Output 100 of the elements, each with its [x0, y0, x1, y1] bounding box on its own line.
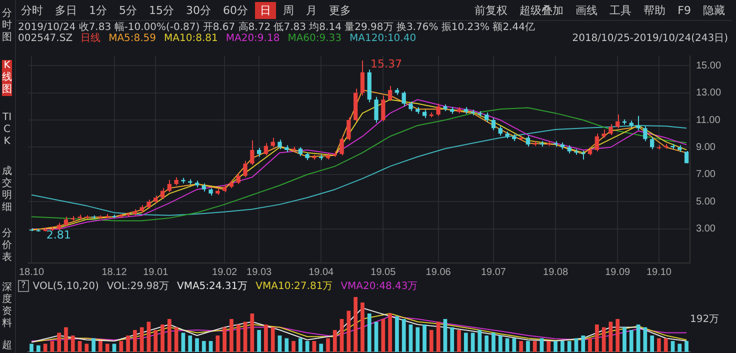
bar — [36, 345, 40, 352]
bar — [257, 330, 261, 352]
text: 成交明细 — [2, 166, 12, 214]
bar — [278, 336, 282, 352]
bar — [519, 341, 523, 352]
candlestick — [436, 103, 440, 116]
x-tick-label: 18.12 — [102, 266, 128, 278]
x-tick-label: 19.03 — [246, 266, 272, 278]
bar — [470, 332, 475, 352]
y-tick-label: 13.00 — [696, 88, 722, 99]
bar — [478, 330, 482, 352]
candlestick — [594, 133, 599, 152]
bar — [657, 338, 661, 352]
bar — [664, 338, 668, 352]
bar — [181, 332, 186, 352]
bar — [408, 324, 413, 352]
bar — [208, 341, 213, 352]
text: 周 — [282, 2, 295, 18]
bar — [222, 327, 227, 352]
bar — [188, 336, 192, 352]
x-tick-label: 19.01 — [143, 266, 169, 278]
bar — [443, 319, 448, 352]
text: VOL:29.98万 — [106, 280, 169, 293]
bar — [126, 336, 130, 352]
bar — [78, 341, 82, 352]
bar — [588, 338, 592, 352]
text: ? — [18, 280, 29, 292]
text: 超 — [2, 340, 12, 352]
x-tick-label: 19.09 — [605, 266, 631, 278]
bar — [629, 330, 634, 352]
text: MA5:8.59 — [108, 32, 156, 44]
x-tick-label: 18.10 — [18, 266, 44, 278]
bar — [50, 341, 54, 352]
bar — [167, 319, 172, 352]
bar — [616, 319, 620, 352]
bar — [560, 341, 564, 352]
bar — [567, 341, 572, 352]
bar — [346, 310, 351, 352]
x-tick-label: 19.06 — [426, 266, 452, 278]
candlestick — [381, 94, 386, 122]
text: 60分 — [222, 2, 249, 18]
bar — [402, 319, 406, 352]
candlestick — [250, 140, 254, 166]
bar — [643, 327, 648, 352]
text: 帮助 — [642, 2, 667, 18]
candlestick — [388, 85, 392, 102]
bar — [146, 322, 151, 352]
bar — [546, 341, 551, 352]
candlestick — [643, 126, 648, 142]
bar — [160, 324, 164, 352]
candlestick — [346, 116, 351, 141]
text: 分时图 — [2, 8, 12, 44]
bar — [340, 319, 344, 352]
bar — [326, 338, 330, 352]
text: 画线 — [574, 2, 599, 18]
bar — [332, 330, 337, 352]
bar — [270, 327, 275, 352]
text: 深度资料 — [2, 282, 12, 330]
annotation: 192万 — [690, 313, 720, 326]
text: 日线 — [80, 32, 101, 45]
text: TICK — [2, 112, 12, 148]
text: MA120:10.40 — [350, 32, 416, 44]
bar — [430, 330, 434, 352]
text: 15分 — [148, 2, 175, 18]
candlestick — [650, 136, 654, 150]
x-tick-label: 19.07 — [480, 266, 506, 278]
y-tick-label: 3.00 — [696, 224, 716, 235]
candlestick — [374, 96, 378, 124]
text: 月 — [305, 2, 318, 18]
bar — [512, 338, 516, 352]
text: MA10:8.81 — [164, 32, 218, 44]
bar — [133, 330, 137, 352]
bar — [140, 327, 144, 352]
text: 1分 — [88, 2, 108, 18]
text: 30分 — [185, 2, 212, 18]
bar — [360, 302, 364, 352]
bar — [436, 322, 440, 352]
text: K线图 — [2, 60, 12, 96]
candlestick — [498, 126, 502, 136]
y-tick-label: 5.00 — [696, 196, 716, 208]
candlestick — [636, 115, 640, 131]
candlestick — [160, 188, 165, 200]
candlestick — [270, 137, 275, 148]
candlestick — [236, 173, 240, 185]
bar — [381, 319, 386, 352]
candlestick — [243, 160, 248, 178]
bar — [374, 322, 378, 352]
bar — [105, 344, 110, 352]
candlestick — [484, 112, 489, 123]
bar — [684, 341, 688, 352]
candlestick — [491, 117, 496, 131]
candlestick — [616, 114, 620, 129]
bar — [354, 297, 358, 352]
bar — [450, 327, 454, 352]
y-tick-label: 11.00 — [696, 114, 721, 126]
text: 分时 — [20, 2, 44, 18]
bar — [154, 330, 158, 352]
x-tick-label: 19.04 — [308, 266, 334, 278]
text: VMA5:24.31万 — [176, 280, 248, 293]
bar — [636, 324, 640, 352]
